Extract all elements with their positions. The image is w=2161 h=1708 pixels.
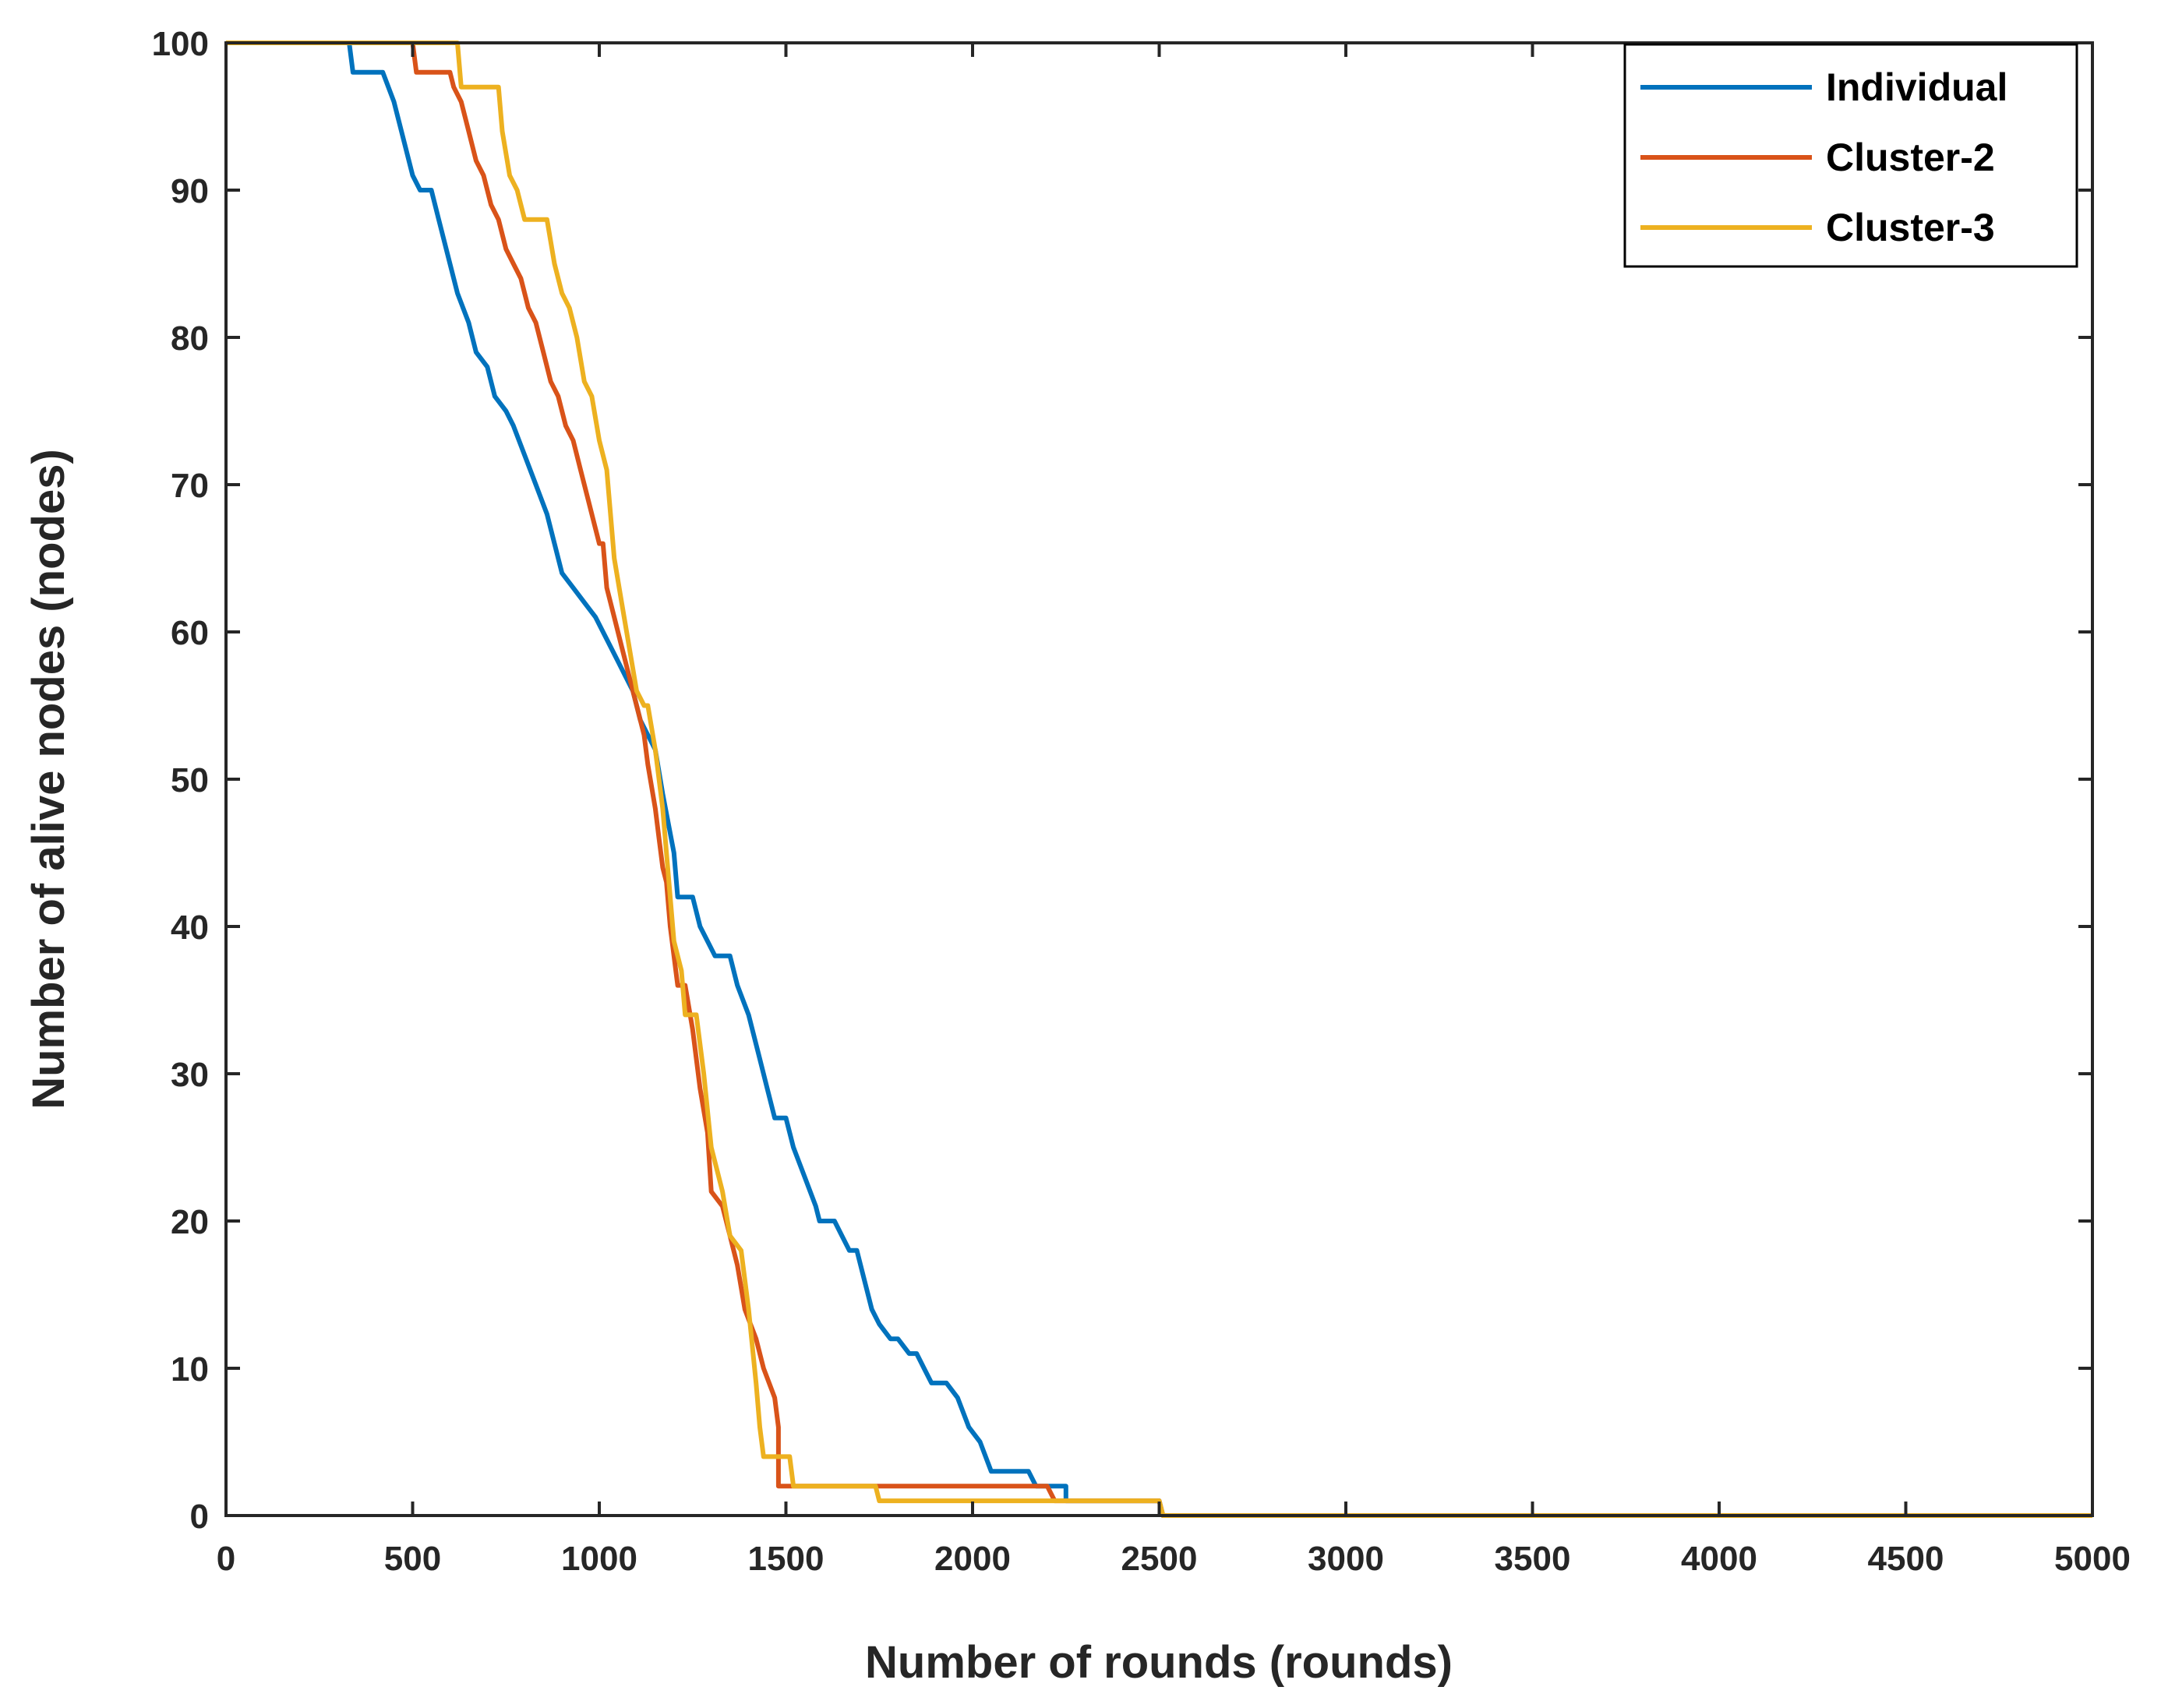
y-tick-label: 20 [171, 1203, 209, 1241]
x-tick-label: 4000 [1681, 1540, 1757, 1578]
y-tick-label: 70 [171, 467, 209, 505]
series-layer [226, 41, 2092, 1518]
legend-entry-cluster-3: Cluster-3 [1640, 206, 1995, 249]
legend-label: Cluster-2 [1826, 136, 1995, 179]
y-axis-label: Number of alive nodes (nodes) [23, 449, 74, 1110]
legend-entry-cluster-2: Cluster-2 [1640, 136, 1995, 179]
y-tick-label: 0 [190, 1498, 209, 1536]
ticks-layer [224, 41, 2094, 1517]
x-tick-label: 1000 [561, 1540, 637, 1578]
x-tick-label: 3500 [1495, 1540, 1571, 1578]
x-tick-label: 4500 [1868, 1540, 1944, 1578]
legend-label: Individual [1826, 65, 2007, 109]
y-tick-label: 30 [171, 1056, 209, 1094]
y-tick-label: 80 [171, 319, 209, 358]
x-tick-label: 3000 [1308, 1540, 1384, 1578]
series-line-cluster-3 [226, 41, 2092, 1518]
x-tick-label: 0 [217, 1540, 235, 1578]
x-tick-label: 2500 [1121, 1540, 1198, 1578]
y-tick-label: 100 [152, 25, 209, 63]
y-tick-label: 60 [171, 614, 209, 652]
x-axis-label: Number of rounds (rounds) [865, 1637, 1453, 1688]
legend-entry-individual: Individual [1640, 65, 2007, 109]
x-tick-label: 5000 [2054, 1540, 2131, 1578]
legend: Individual Cluster-2 Cluster-3 [1623, 43, 2078, 268]
x-tick-label: 500 [384, 1540, 441, 1578]
y-tick-label: 50 [171, 761, 209, 799]
x-tick-label: 1500 [748, 1540, 824, 1578]
x-tick-label: 2000 [934, 1540, 1011, 1578]
legend-label: Cluster-3 [1826, 206, 1995, 249]
x-tick-labels: 0 500 1000 1500 2000 2500 3000 3500 4000 4500 5000 [217, 1540, 2131, 1578]
series-line-individual [226, 41, 2092, 1518]
y-tick-label: 90 [171, 172, 209, 210]
y-tick-label: 10 [171, 1350, 209, 1389]
y-tick-label: 40 [171, 909, 209, 947]
y-tick-labels: 0 10 20 30 40 50 60 70 80 90 100 [152, 25, 209, 1536]
legend-entries: Individual Cluster-2 Cluster-3 [1640, 65, 2007, 249]
series-line-cluster-2 [226, 41, 2092, 1518]
